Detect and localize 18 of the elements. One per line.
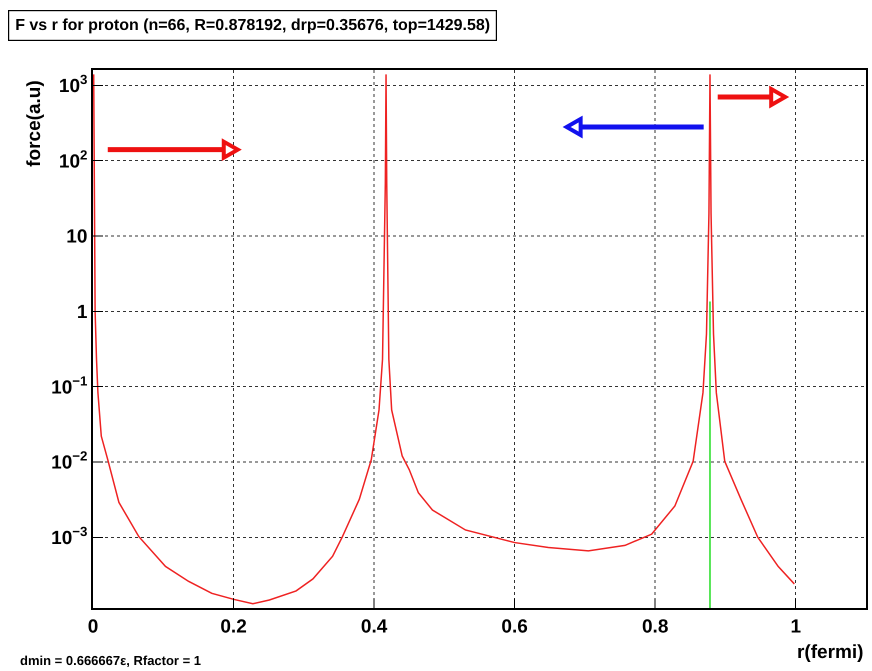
x-tick-label: 0.6	[501, 616, 528, 638]
y-tick-label: 10$^{2}$	[58, 147, 88, 172]
x-tick-label: 0	[88, 616, 98, 638]
x-axis-title: r(fermi)	[797, 642, 864, 663]
y-tick-label: 1	[76, 302, 88, 323]
chart-title: F vs r for proton (n=66, R=0.878192, drp=0.35676, top=1429.58)	[15, 17, 490, 34]
line-series	[93, 74, 796, 604]
y-tick-label: 10$^{−1}$	[51, 373, 88, 398]
y-tick-label: 10$^{−3}$	[51, 524, 88, 549]
y-tick-label: 10	[66, 226, 88, 248]
y-tick-label: 10$^{3}$	[58, 72, 88, 98]
x-tick-label: 1	[790, 616, 802, 638]
x-tick-label: 0.2	[220, 616, 247, 638]
x-tick-label: 0.4	[360, 616, 388, 638]
y-tick-label: 10$^{−2}$	[51, 448, 88, 474]
text: dmin = 0.666667ε, Rfactor = 1	[20, 653, 202, 668]
y-axis-title: force(a.u)	[24, 80, 46, 167]
x-tick-label: 0.8	[642, 616, 668, 638]
